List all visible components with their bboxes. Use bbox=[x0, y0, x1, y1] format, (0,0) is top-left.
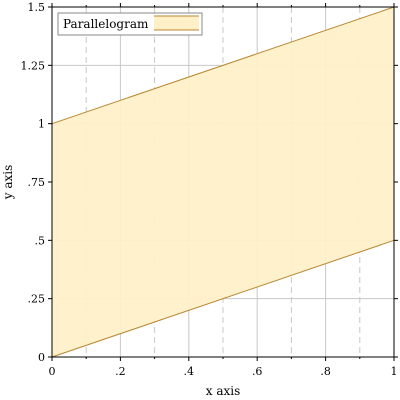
y-tick-label: .75 bbox=[28, 176, 46, 189]
x-tick-label: .8 bbox=[320, 365, 331, 378]
y-axis-label: y axis bbox=[1, 165, 15, 201]
x-tick-label: .2 bbox=[115, 365, 126, 378]
tick-marks bbox=[48, 3, 398, 361]
legend-label: Parallelogram bbox=[63, 17, 149, 31]
legend-swatch bbox=[154, 16, 199, 30]
y-tick-label: 1.25 bbox=[21, 59, 46, 72]
series-upper-line bbox=[51, 6, 395, 125]
y-tick-label: .5 bbox=[35, 234, 46, 247]
x-axis-label: x axis bbox=[206, 384, 241, 398]
x-tick-label: 0 bbox=[49, 365, 56, 378]
series-lower-line bbox=[51, 239, 395, 358]
series-layer bbox=[51, 6, 395, 358]
y-tick-labels: 0 .25 .5 .75 1 1.25 1.5 bbox=[21, 1, 46, 364]
x-tick-label: 1 bbox=[391, 365, 398, 378]
x-tick-label: .6 bbox=[252, 365, 263, 378]
legend: Parallelogram bbox=[57, 12, 203, 36]
y-tick-label: 1 bbox=[38, 118, 45, 131]
y-tick-label: 0 bbox=[38, 351, 45, 364]
y-tick-label: 1.5 bbox=[28, 1, 46, 14]
x-tick-labels: 0 .2 .4 .6 .8 1 bbox=[49, 365, 398, 378]
x-tick-label: .4 bbox=[184, 365, 195, 378]
y-tick-label: .25 bbox=[28, 293, 46, 306]
